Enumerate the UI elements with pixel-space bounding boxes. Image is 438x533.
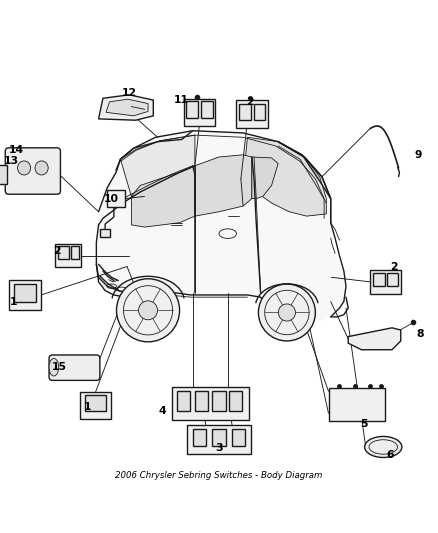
Polygon shape: [106, 99, 148, 116]
FancyBboxPatch shape: [58, 246, 69, 260]
Text: 2: 2: [390, 262, 398, 271]
Polygon shape: [348, 328, 401, 350]
FancyBboxPatch shape: [195, 391, 208, 411]
FancyBboxPatch shape: [186, 101, 198, 118]
FancyBboxPatch shape: [71, 246, 79, 260]
Circle shape: [117, 279, 180, 342]
FancyBboxPatch shape: [201, 101, 213, 118]
Polygon shape: [131, 166, 195, 227]
Ellipse shape: [35, 161, 48, 175]
Polygon shape: [252, 157, 278, 199]
Text: 3: 3: [215, 443, 223, 453]
FancyBboxPatch shape: [9, 280, 41, 310]
Text: 15: 15: [52, 362, 67, 372]
FancyBboxPatch shape: [5, 148, 60, 194]
FancyBboxPatch shape: [373, 273, 385, 286]
Circle shape: [138, 301, 158, 320]
FancyBboxPatch shape: [187, 425, 251, 454]
FancyBboxPatch shape: [55, 244, 81, 267]
Text: 1: 1: [9, 296, 17, 306]
FancyBboxPatch shape: [49, 355, 100, 381]
FancyBboxPatch shape: [172, 387, 248, 419]
Ellipse shape: [364, 437, 402, 457]
Circle shape: [258, 284, 315, 341]
Text: 13: 13: [4, 156, 18, 166]
Text: 8: 8: [417, 329, 424, 340]
FancyBboxPatch shape: [184, 99, 215, 126]
FancyBboxPatch shape: [239, 103, 251, 120]
Text: 1: 1: [84, 402, 92, 411]
FancyBboxPatch shape: [212, 391, 226, 411]
Text: 2006 Chrysler Sebring Switches - Body Diagram: 2006 Chrysler Sebring Switches - Body Di…: [115, 471, 323, 480]
FancyBboxPatch shape: [107, 190, 125, 207]
FancyBboxPatch shape: [236, 100, 268, 128]
Polygon shape: [245, 138, 326, 216]
FancyBboxPatch shape: [0, 165, 7, 184]
Polygon shape: [99, 95, 153, 120]
Circle shape: [279, 304, 295, 321]
FancyBboxPatch shape: [85, 395, 106, 411]
FancyBboxPatch shape: [100, 229, 110, 237]
Text: 6: 6: [386, 450, 394, 460]
FancyBboxPatch shape: [387, 273, 398, 286]
Text: 14: 14: [9, 146, 24, 156]
FancyBboxPatch shape: [328, 388, 385, 421]
FancyBboxPatch shape: [370, 270, 401, 294]
Ellipse shape: [49, 359, 59, 376]
FancyBboxPatch shape: [80, 392, 111, 419]
Polygon shape: [96, 131, 346, 321]
Text: 12: 12: [122, 88, 137, 99]
FancyBboxPatch shape: [212, 429, 226, 446]
Text: 9: 9: [414, 150, 422, 160]
Polygon shape: [120, 135, 195, 197]
FancyBboxPatch shape: [14, 284, 36, 302]
FancyBboxPatch shape: [193, 429, 206, 446]
Text: 2: 2: [246, 97, 254, 107]
FancyBboxPatch shape: [232, 429, 245, 446]
Text: 10: 10: [104, 193, 119, 204]
Polygon shape: [195, 155, 252, 216]
Text: 5: 5: [360, 419, 367, 429]
Text: 2: 2: [53, 246, 61, 256]
FancyBboxPatch shape: [229, 391, 242, 411]
FancyBboxPatch shape: [177, 391, 190, 411]
FancyBboxPatch shape: [254, 103, 265, 120]
Text: 4: 4: [158, 406, 166, 416]
Text: 11: 11: [174, 95, 189, 105]
Ellipse shape: [18, 161, 31, 175]
